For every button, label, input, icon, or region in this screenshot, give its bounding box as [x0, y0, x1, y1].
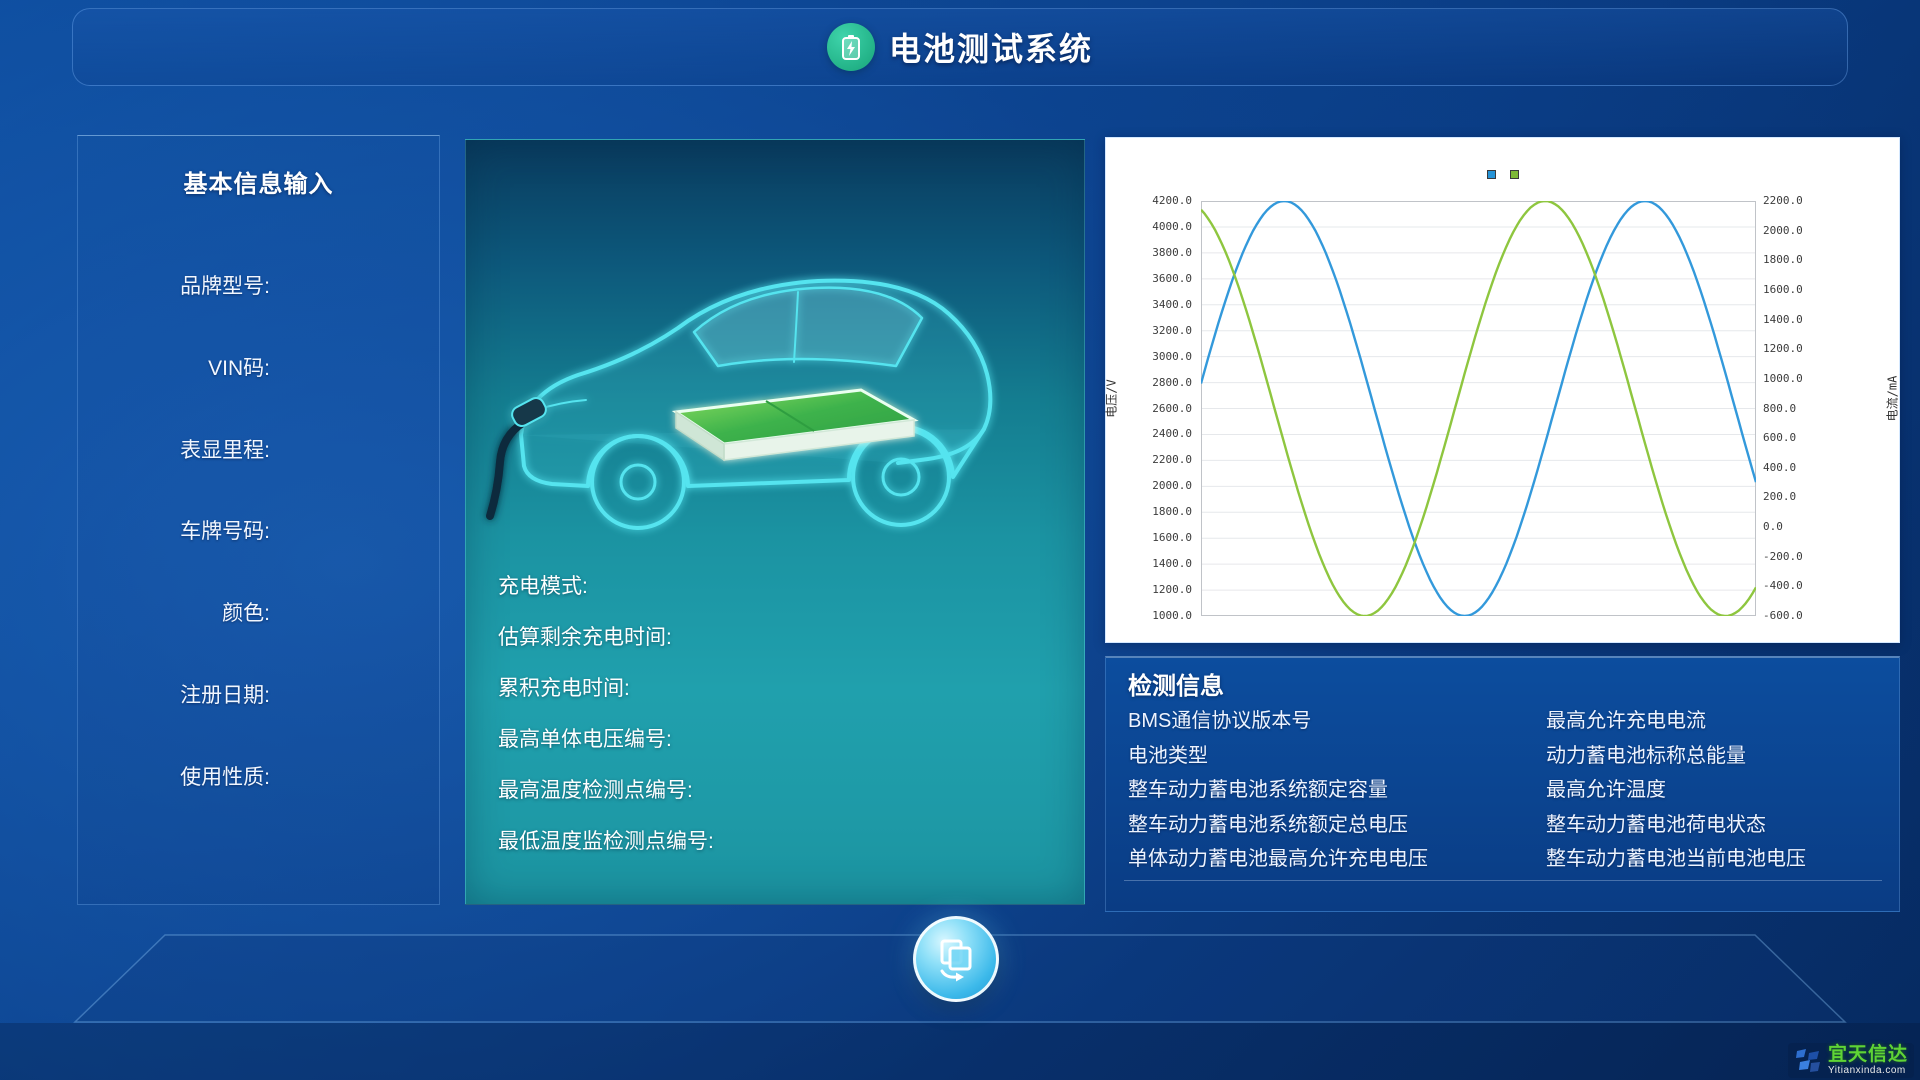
label-charge-mode: 充电模式:	[498, 575, 588, 598]
detection-left-column: BMS通信协议版本号 电池类型 整车动力蓄电池系统额定容量 整车动力蓄电池系统额…	[1128, 704, 1538, 877]
detect-item-bms-protocol: BMS通信协议版本号	[1128, 710, 1312, 732]
tick-right: 1000.0	[1763, 371, 1803, 385]
field-label-odometer: 表显里程:	[180, 439, 270, 462]
tick-left: 3800.0	[1152, 245, 1192, 259]
label-max-temp-point-no: 最高温度检测点编号:	[498, 779, 693, 802]
y-axis-right-title: 电流/mA	[1885, 375, 1900, 422]
tick-left: 2200.0	[1152, 453, 1192, 467]
detect-item-max-cell-charge-voltage: 单体动力蓄电池最高允许充电电压	[1128, 848, 1428, 870]
tick-left: 1400.0	[1152, 557, 1192, 571]
tick-left: 2000.0	[1152, 479, 1192, 493]
legend-swatch-电流[interactable]	[1509, 170, 1519, 179]
watermark-name: 宜天信达	[1827, 1044, 1908, 1065]
tick-left: 4200.0	[1152, 194, 1192, 207]
tick-right: -600.0	[1763, 609, 1803, 622]
legend-swatch-电压[interactable]	[1486, 170, 1496, 179]
detection-title: 检测信息	[1128, 673, 1224, 700]
tick-left: 1200.0	[1152, 583, 1192, 597]
detect-item-max-temperature: 最高允许温度	[1546, 779, 1666, 801]
field-label-register-date: 注册日期:	[180, 684, 270, 707]
transfer-data-button[interactable]	[913, 916, 999, 1002]
label-max-cell-voltage-no: 最高单体电压编号:	[498, 728, 672, 751]
tick-right: 1400.0	[1763, 312, 1803, 326]
tick-right: -400.0	[1763, 579, 1803, 593]
tick-left: 3000.0	[1152, 349, 1192, 363]
header: 电池测试系统	[72, 8, 1848, 86]
tick-left: 3400.0	[1152, 297, 1192, 311]
detect-item-current-voltage: 整车动力蓄电池当前电池电压	[1546, 848, 1806, 870]
tick-right: 400.0	[1763, 460, 1797, 474]
tick-right: 200.0	[1763, 490, 1797, 504]
detect-item-rated-voltage: 整车动力蓄电池系统额定总电压	[1128, 813, 1408, 836]
tick-left: 3600.0	[1152, 271, 1192, 285]
tick-left: 2400.0	[1152, 427, 1192, 441]
tick-left: 3200.0	[1152, 323, 1192, 337]
copy-transfer-icon	[940, 939, 972, 982]
detect-item-battery-type: 电池类型	[1128, 744, 1208, 767]
battery-icon	[826, 23, 875, 71]
tick-right: 600.0	[1763, 431, 1797, 445]
field-label-brand-model: 品牌型号:	[180, 275, 270, 298]
tick-left: 2600.0	[1152, 401, 1192, 415]
tick-left: 2800.0	[1152, 375, 1192, 389]
page-title: 电池测试系统	[888, 31, 1093, 67]
detection-info-panel: 检测信息 BMS通信协议版本号 电池类型 整车动力蓄电池系统额定容量 整车动力蓄…	[1105, 656, 1900, 912]
field-label-vin: VIN码:	[208, 357, 270, 380]
tick-left: 1600.0	[1152, 531, 1192, 545]
detect-item-nominal-energy: 动力蓄电池标称总能量	[1546, 744, 1746, 767]
basic-info-title: 基本信息输入	[183, 171, 334, 198]
tick-right: 2000.0	[1763, 223, 1803, 237]
watermark-domain: Yitianxinda.com	[1827, 1065, 1906, 1076]
tick-right: 1600.0	[1763, 282, 1803, 296]
detection-right-column: 最高允许充电电流 动力蓄电池标称总能量 最高允许温度 整车动力蓄电池荷电状态 整…	[1546, 704, 1896, 877]
detection-divider	[1124, 880, 1882, 881]
field-label-color: 颜色:	[222, 602, 270, 625]
tick-left: 4000.0	[1152, 219, 1192, 233]
label-remaining-charge-time: 估算剩余充电时间:	[498, 626, 672, 649]
field-label-usage-type: 使用性质:	[180, 766, 270, 789]
tick-right: 0.0	[1763, 520, 1783, 534]
basic-info-panel: 基本信息输入 品牌型号: VIN码: 表显里程: 车牌号码: 颜色: 注册日期:…	[77, 135, 440, 905]
tick-right: 1200.0	[1763, 342, 1803, 356]
watermark-logo-icon	[1795, 1048, 1820, 1072]
vehicle-panel: 充电模式: 估算剩余充电时间: 累积充电时间: 最高单体电压编号: 最高温度检测…	[465, 139, 1085, 905]
tick-left: 1000.0	[1152, 609, 1192, 622]
chart-plot-area	[1199, 199, 1758, 618]
detect-item-rated-capacity: 整车动力蓄电池系统额定容量	[1128, 779, 1388, 801]
tick-left: 1800.0	[1152, 505, 1192, 519]
voltage-current-chart: 电压/V 电流/mA 4200.0 4000.0 3800.0 3600.0 3400.…	[1105, 137, 1900, 643]
label-accumulated-charge-time: 累积充电时间:	[498, 677, 630, 700]
detect-item-max-charge-current: 最高允许充电电流	[1546, 710, 1706, 732]
tick-right: 1800.0	[1763, 253, 1803, 267]
tick-right: -200.0	[1763, 549, 1803, 563]
watermark: 宜天信达 Yitianxinda.com	[1787, 1043, 1914, 1078]
label-min-temp-point-no: 最低温度监检测点编号:	[498, 830, 714, 853]
tick-right: 2200.0	[1763, 194, 1803, 207]
chart-legend	[1106, 170, 1899, 179]
detect-item-soc: 整车动力蓄电池荷电状态	[1546, 813, 1766, 836]
field-label-plate-number: 车牌号码:	[180, 520, 270, 543]
ev-car-illustration	[466, 278, 993, 906]
tick-right: 800.0	[1763, 401, 1797, 415]
